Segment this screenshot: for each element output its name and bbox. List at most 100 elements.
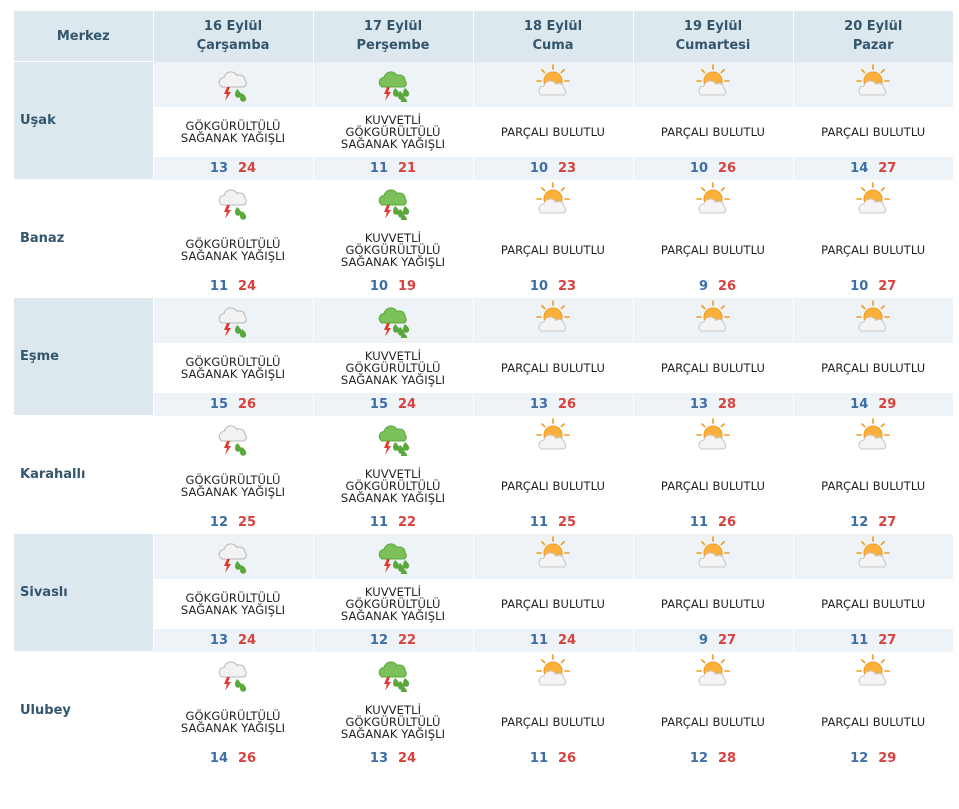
- high-temperature: 24: [238, 160, 257, 176]
- weather-description-line: PARÇALI BULUTLU: [660, 714, 766, 729]
- weather-icon-cell: [312, 415, 473, 461]
- weather-description: PARÇALI BULUTLU: [632, 224, 793, 275]
- low-temperature: 10: [689, 160, 708, 176]
- forecast-temp-row: 13 24 11 21 10 23 10 26 14 27: [14, 156, 953, 180]
- weather-description-line: SAĞANAK YAĞIŞLI: [340, 254, 446, 269]
- temperature-cell: 10 27: [792, 274, 953, 298]
- partly-cloudy-icon: [693, 298, 733, 338]
- low-temperature: 12: [850, 514, 869, 530]
- weather-icon-cell: [472, 61, 633, 107]
- weather-icon-cell: [632, 651, 793, 697]
- partly-cloudy-icon: [533, 298, 573, 338]
- forecast-desc-row: GÖKGÜRÜLTÜLÜ SAĞANAK YAĞIŞLI KUVVETLİ GÖKGÜ…: [14, 342, 953, 393]
- temperature-cell: 11 24: [152, 274, 313, 298]
- weather-icon-cell: [152, 61, 313, 107]
- high-temperature: 25: [558, 514, 577, 530]
- weather-description: PARÇALI BULUTLU: [632, 578, 793, 629]
- partly-cloudy-icon: [853, 534, 893, 574]
- high-temperature: 27: [718, 632, 737, 648]
- temperature-cell: 10 23: [472, 274, 633, 298]
- weather-icon-cell: [792, 533, 953, 579]
- weather-description-line: SAĞANAK YAĞIŞLI: [340, 608, 446, 623]
- weather-description: KUVVETLİ GÖKGÜRÜLTÜLÜ SAĞANAK YAĞIŞLI: [312, 106, 473, 157]
- high-temperature: 23: [558, 160, 577, 176]
- temperature-cell: 11 21: [312, 156, 473, 180]
- thunderstorm-icon: [213, 652, 253, 692]
- weather-description: PARÇALI BULUTLU: [792, 106, 953, 157]
- partly-cloudy-icon: [533, 534, 573, 574]
- forecast-table: Merkez 16 Eylül Çarşamba 17 Eylül Perşembe…: [14, 11, 953, 770]
- weather-description-line: PARÇALI BULUTLU: [660, 596, 766, 611]
- temperature-cell: 13 26: [472, 392, 633, 416]
- forecast-temp-row: 15 26 15 24 13 26 13 28 14 29: [14, 392, 953, 416]
- forecast-desc-row: GÖKGÜRÜLTÜLÜ SAĞANAK YAĞIŞLI KUVVETLİ GÖKGÜ…: [14, 224, 953, 275]
- temperature-cell: 12 22: [312, 628, 473, 652]
- thunderstorm-icon: [213, 416, 253, 456]
- weather-description: GÖKGÜRÜLTÜLÜ SAĞANAK YAĞIŞLI: [152, 106, 313, 157]
- forecast-icon-row: Banaz: [14, 179, 953, 298]
- weather-icon-cell: [152, 297, 313, 343]
- weather-description-line: PARÇALI BULUTLU: [821, 714, 926, 729]
- low-temperature: 9: [698, 632, 708, 648]
- partly-cloudy-icon: [853, 62, 893, 102]
- weather-icon-cell: [632, 179, 793, 225]
- weather-description-line: GÖKGÜRÜLTÜLÜ: [345, 714, 441, 729]
- temperature-cell: 13 24: [152, 156, 313, 180]
- weather-description-line: KUVVETLİ: [364, 230, 422, 245]
- weather-description-line: GÖKGÜRÜLTÜLÜ: [185, 590, 281, 605]
- low-temperature: 10: [529, 278, 548, 294]
- day-header: 16 Eylül Çarşamba: [152, 11, 313, 62]
- weather-description: PARÇALI BULUTLU: [632, 342, 793, 393]
- weather-description: PARÇALI BULUTLU: [632, 460, 793, 511]
- weather-description: PARÇALI BULUTLU: [792, 578, 953, 629]
- high-temperature: 27: [878, 278, 897, 294]
- weather-icon-cell: [312, 533, 473, 579]
- weather-icon-cell: [792, 179, 953, 225]
- high-temperature: 29: [878, 396, 897, 412]
- high-temperature: 27: [878, 160, 897, 176]
- weather-description-line: SAĞANAK YAĞIŞLI: [340, 136, 446, 151]
- temperature-cell: 9 26: [632, 274, 793, 298]
- weather-icon-cell: [632, 61, 793, 107]
- weather-description-line: GÖKGÜRÜLTÜLÜ: [345, 360, 441, 375]
- weather-icon-cell: [312, 61, 473, 107]
- high-temperature: 23: [558, 278, 577, 294]
- weather-description-line: KUVVETLİ: [364, 584, 422, 599]
- weather-description: GÖKGÜRÜLTÜLÜ SAĞANAK YAĞIŞLI: [152, 224, 313, 275]
- weather-description-line: GÖKGÜRÜLTÜLÜ: [185, 472, 281, 487]
- weather-description-line: KUVVETLİ: [364, 348, 422, 363]
- low-temperature: 14: [209, 750, 228, 766]
- low-temperature: 11: [850, 632, 869, 648]
- forecast-icon-row: Eşme: [14, 297, 953, 416]
- weather-description: KUVVETLİ GÖKGÜRÜLTÜLÜ SAĞANAK YAĞIŞLI: [312, 224, 473, 275]
- weather-description-line: PARÇALI BULUTLU: [660, 242, 766, 257]
- day-header: 20 Eylül Pazar: [792, 11, 953, 62]
- low-temperature: 14: [850, 396, 869, 412]
- weather-description-line: PARÇALI BULUTLU: [660, 124, 766, 139]
- weather-icon-cell: [472, 651, 633, 697]
- weather-description-line: GÖKGÜRÜLTÜLÜ: [345, 478, 441, 493]
- weather-description: PARÇALI BULUTLU: [792, 696, 953, 747]
- weather-icon-cell: [152, 179, 313, 225]
- temperature-cell: 14 27: [792, 156, 953, 180]
- thunderstorm-icon: [213, 180, 253, 220]
- day-date: 20 Eylül: [844, 19, 903, 35]
- high-temperature: 28: [718, 396, 737, 412]
- temperature-cell: 10 19: [312, 274, 473, 298]
- forecast-icon-row: Sivaslı: [14, 533, 953, 652]
- low-temperature: 12: [209, 514, 228, 530]
- partly-cloudy-icon: [693, 180, 733, 220]
- weather-description-line: PARÇALI BULUTLU: [821, 478, 926, 493]
- low-temperature: 11: [529, 514, 548, 530]
- weather-description: PARÇALI BULUTLU: [792, 460, 953, 511]
- temperature-cell: 9 27: [632, 628, 793, 652]
- city-name: Karahallı: [14, 415, 153, 534]
- weather-description-line: PARÇALI BULUTLU: [821, 242, 926, 257]
- weather-description-line: KUVVETLİ: [364, 466, 422, 481]
- forecast-desc-row: GÖKGÜRÜLTÜLÜ SAĞANAK YAĞIŞLI KUVVETLİ GÖKGÜ…: [14, 578, 953, 629]
- high-temperature: 25: [238, 514, 257, 530]
- low-temperature: 12: [369, 632, 388, 648]
- low-temperature: 13: [689, 396, 708, 412]
- partly-cloudy-icon: [693, 416, 733, 456]
- day-date: 16 Eylül: [203, 19, 263, 35]
